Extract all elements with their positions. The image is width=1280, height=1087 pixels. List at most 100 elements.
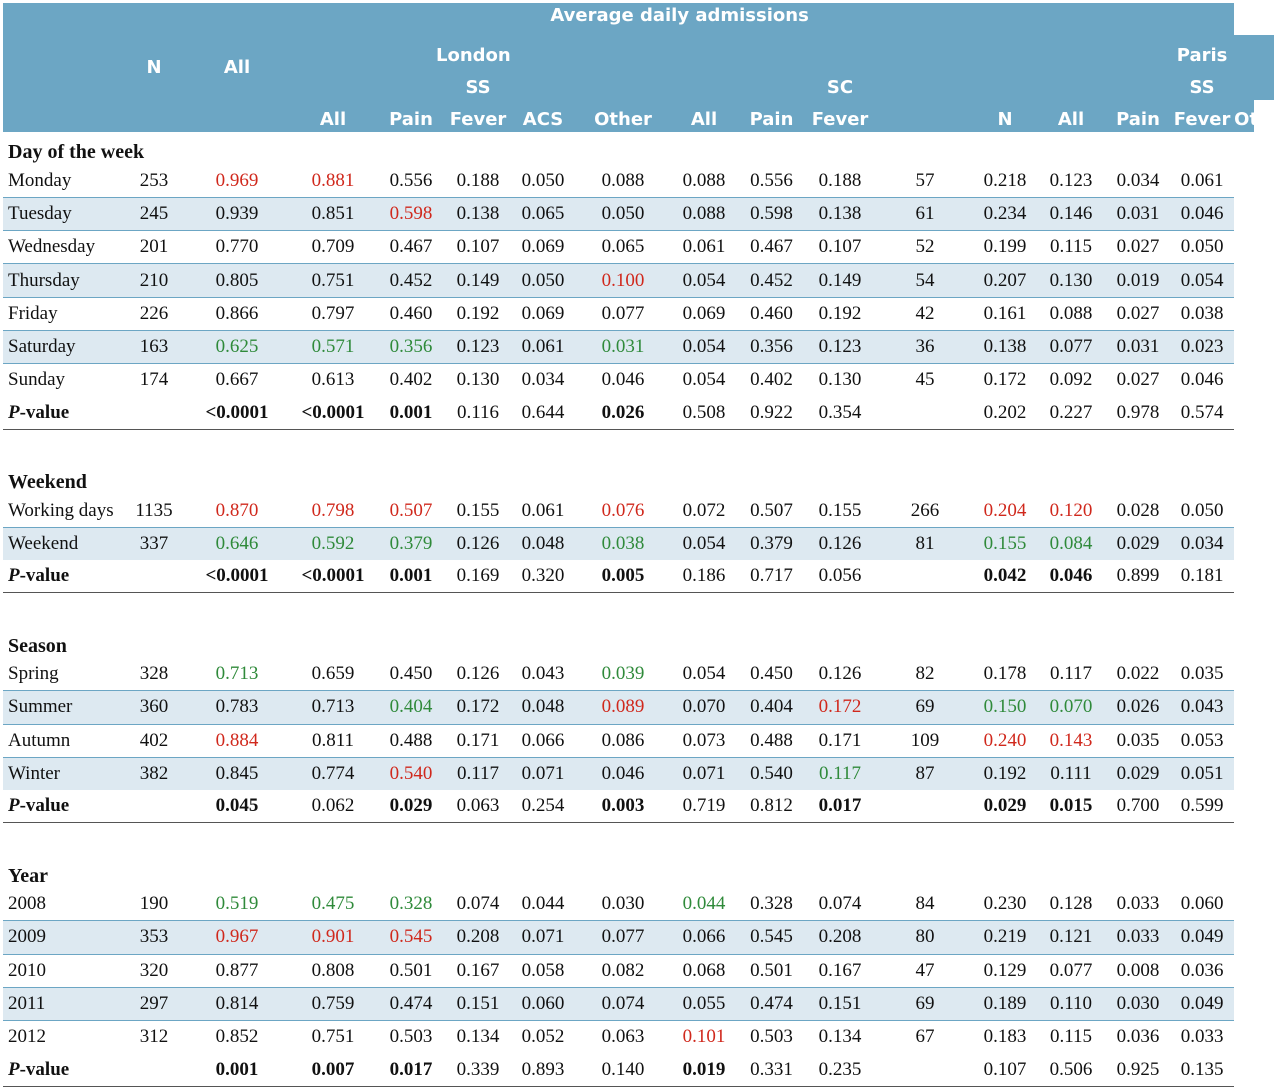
table-cell: 0.592 xyxy=(291,527,375,561)
pvalue-row: P-value 0.001 0.007 0.017 0.339 0.893 0.140 0.0… xyxy=(3,1053,1274,1087)
table-cell: 0.474 xyxy=(739,987,804,1022)
table-cell: 353 xyxy=(125,920,183,955)
pvalue-cell: 0.508 xyxy=(669,396,739,430)
header-sc-pain: Pain xyxy=(739,99,804,133)
table-cell: 0.035 xyxy=(1106,724,1170,758)
table-cell: 0.870 xyxy=(183,494,291,528)
table-cell: 0.659 xyxy=(291,657,375,692)
table-cell: 320 xyxy=(125,954,183,988)
table-cell: 0.046 xyxy=(601,369,645,391)
table-cell: 0.053 xyxy=(1170,724,1235,758)
table-cell: 163 xyxy=(125,330,183,365)
header-sc-all: All xyxy=(669,99,739,133)
pvalue-cell xyxy=(876,396,974,430)
table-cell: 0.805 xyxy=(183,263,291,298)
table-cell: 0.877 xyxy=(183,954,291,988)
table-cell: 0.901 xyxy=(291,920,375,955)
pvalue-cell: <0.0001 xyxy=(183,396,291,430)
pvalue-cell: 0.331 xyxy=(739,1053,804,1087)
table-row: Monday 253 0.969 0.881 0.556 0.188 0.050 0.088 0… xyxy=(3,164,1274,198)
header-all: All xyxy=(183,35,291,100)
table-cell: 174 xyxy=(139,369,169,391)
pvalue-cell: 0.644 xyxy=(509,396,577,430)
pvalue-cell: 0.339 xyxy=(447,1053,509,1087)
table-cell: 0.092 xyxy=(1049,369,1093,391)
table-cell: 337 xyxy=(125,527,183,561)
pvalue-cell: 0.227 xyxy=(1036,396,1106,430)
table-cell: 0.054 xyxy=(669,330,739,365)
row-label: Summer xyxy=(3,690,125,725)
table-cell: 82 xyxy=(876,657,974,692)
table-cell: 0.402 xyxy=(750,369,793,391)
table-cell: 0.038 xyxy=(577,527,669,561)
table-cell: 0.969 xyxy=(183,164,291,198)
pvalue-cell: 0.019 xyxy=(669,1053,739,1087)
table-cell: 0.030 xyxy=(1106,987,1170,1022)
table-cell: 0.101 xyxy=(682,1026,726,1048)
table-cell: 36 xyxy=(876,330,974,365)
row-label: Saturday xyxy=(3,330,125,365)
table-figure: Average daily admissions N All London Pa… xyxy=(3,3,1274,1087)
pvalue-cell: 0.056 xyxy=(804,560,876,594)
pvalue-cell: 0.001 xyxy=(375,560,447,594)
table-cell: 0.077 xyxy=(1036,330,1106,365)
table-cell: 0.033 xyxy=(1106,888,1170,922)
table-cell: 0.713 xyxy=(291,690,375,725)
section-title-row: Weekend xyxy=(3,462,1274,494)
table-body: Day of the week Monday 253 0.969 0.881 0.556 0… xyxy=(3,132,1274,1087)
table-cell: 0.218 xyxy=(974,164,1036,198)
pvalue-row: P-value 0.045 0.062 0.029 0.063 0.254 0.003 0.7… xyxy=(3,790,1274,824)
table-cell: 0.188 xyxy=(804,164,876,198)
table-cell: 0.123 xyxy=(804,330,876,365)
table-cell: 0.138 xyxy=(804,197,876,232)
pvalue-cell: 0.135 xyxy=(1170,1053,1235,1087)
table-cell: 0.046 xyxy=(1170,197,1235,232)
table-cell: 0.088 xyxy=(669,197,739,232)
table-cell: 0.598 xyxy=(375,197,447,232)
table-cell: 0.667 xyxy=(215,369,259,391)
table-cell: 0.008 xyxy=(1106,954,1170,988)
table-cell: 0.115 xyxy=(1049,1026,1093,1048)
table-cell: 0.503 xyxy=(389,1026,433,1048)
table-cell: 0.029 xyxy=(1106,527,1170,561)
table-cell: 0.798 xyxy=(291,494,375,528)
pvalue-cell: 0.029 xyxy=(375,790,447,824)
table-cell: 0.402 xyxy=(389,369,433,391)
table-row: 2010 320 0.877 0.808 0.501 0.167 0.058 0.082 0.0… xyxy=(3,954,1274,988)
table-cell: 0.065 xyxy=(509,197,577,232)
table-cell: 0.036 xyxy=(1170,954,1235,988)
table-cell: 0.230 xyxy=(974,888,1036,922)
table-cell: 0.146 xyxy=(1036,197,1106,232)
header-london-pain: Pain xyxy=(375,99,447,133)
table-cell: 226 xyxy=(125,297,183,331)
pvalue-label: P-value xyxy=(3,396,125,430)
table-cell: 0.130 xyxy=(456,369,500,391)
table-cell: 0.503 xyxy=(750,1026,793,1048)
table-cell: 0.072 xyxy=(669,494,739,528)
table-cell: 0.613 xyxy=(311,369,355,391)
table-cell: 0.050 xyxy=(577,197,669,232)
table-cell: 0.123 xyxy=(1036,164,1106,198)
table-cell: 0.783 xyxy=(183,690,291,725)
table-cell: 360 xyxy=(125,690,183,725)
table-cell: 0.069 xyxy=(509,297,577,331)
table-cell: 0.507 xyxy=(375,494,447,528)
table-cell: 0.460 xyxy=(375,297,447,331)
table-cell: 0.845 xyxy=(183,757,291,791)
table-cell: 0.204 xyxy=(974,494,1036,528)
table-cell: 0.107 xyxy=(804,230,876,265)
pvalue-cell: 0.042 xyxy=(974,560,1036,594)
header-sc: SC xyxy=(804,67,876,100)
table-cell: 0.134 xyxy=(456,1026,500,1048)
header-paris-ss: SS xyxy=(1170,67,1235,100)
table-cell: 0.111 xyxy=(1036,757,1106,791)
table-cell: 0.129 xyxy=(974,954,1036,988)
table-cell: 0.044 xyxy=(509,888,577,922)
table-cell: 61 xyxy=(876,197,974,232)
table-cell: 0.219 xyxy=(974,920,1036,955)
table-cell: 0.452 xyxy=(739,263,804,298)
pvalue-cell xyxy=(876,1053,974,1087)
table-cell: 0.039 xyxy=(577,657,669,692)
pvalue-cell: <0.0001 xyxy=(291,560,375,594)
table-cell: 0.115 xyxy=(1036,230,1106,265)
